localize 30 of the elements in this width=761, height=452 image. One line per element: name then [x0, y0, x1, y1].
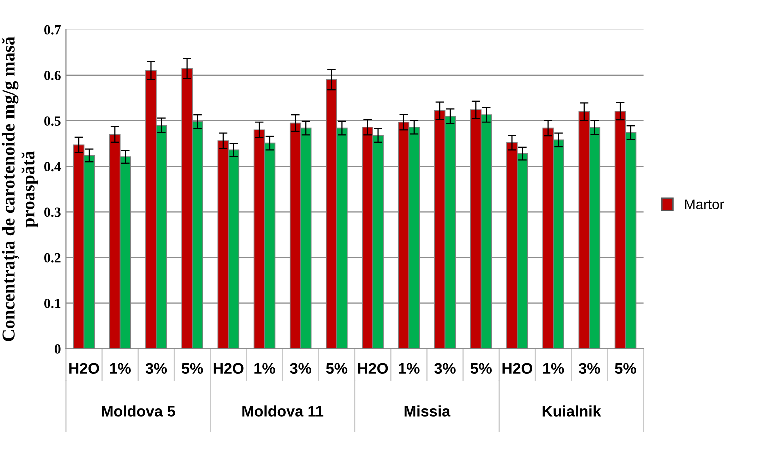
x-tick-label: 1%	[110, 363, 131, 374]
x-tick-label: H2O	[70, 363, 100, 374]
y-tick-label: 0.4	[44, 162, 62, 172]
x-tick-label: 5%	[615, 363, 636, 374]
y-axis-title: Concentrația de carotenoide mg/g masă proaspătă	[2, 36, 38, 342]
y-tick-label: 0.1	[44, 298, 61, 308]
text: Moldova 11	[242, 406, 324, 417]
x-tick-label: 5%	[326, 363, 348, 374]
y-tick-label: 0.3	[44, 208, 61, 218]
x-tick-label: 3%	[290, 363, 312, 374]
text: Kuialnik	[542, 406, 602, 417]
x-tick-label: 1%	[399, 363, 420, 374]
y-tick-label: 0.2	[44, 253, 61, 263]
legend-label: Martor	[685, 200, 724, 210]
x-tick-label: H2O	[214, 363, 244, 374]
x-tick-label: 1%	[254, 363, 276, 374]
x-tick-label: 3%	[434, 363, 456, 374]
x-tick-label: 3%	[146, 363, 168, 374]
x-tick-label: 3%	[578, 363, 600, 374]
x-tick-label: 5%	[470, 363, 492, 374]
y-tick-label: 0.6	[44, 71, 61, 80]
text: Missia	[404, 406, 451, 417]
x-tick-label: H2O	[358, 363, 388, 374]
x-tick-label: 1%	[543, 363, 564, 374]
y-tick-label: 0.7	[44, 25, 62, 35]
x-tick-label: H2O	[502, 363, 533, 374]
x-tick-label: 5%	[182, 363, 204, 374]
y-tick-label: 0.5	[44, 116, 61, 126]
text: Moldova 5	[102, 406, 176, 417]
y-tick-label: 0	[54, 344, 61, 354]
